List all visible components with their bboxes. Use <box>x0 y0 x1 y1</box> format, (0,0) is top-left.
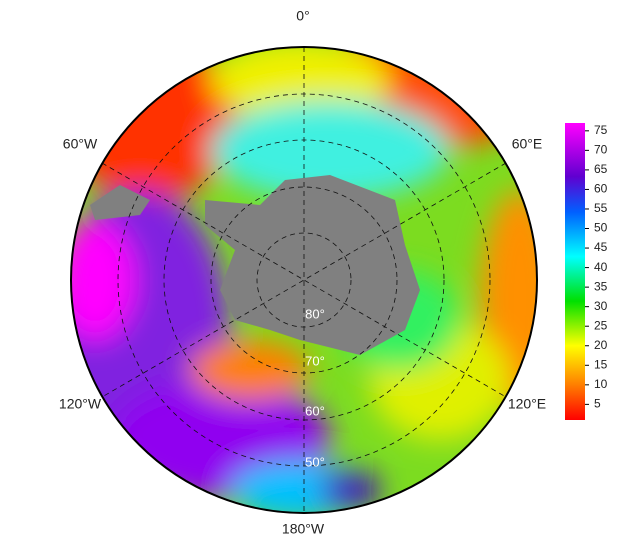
colorbar-label: 50 <box>594 221 608 235</box>
data-field <box>71 47 537 513</box>
map-border <box>70 46 538 514</box>
longitude-label: 0° <box>296 8 309 24</box>
colorbar-label: 25 <box>594 318 608 332</box>
colorbar-label: 10 <box>594 377 608 391</box>
colorbar-label: 70 <box>594 143 608 157</box>
graticule <box>101 47 507 513</box>
longitude-label: 120°W <box>59 396 102 412</box>
colorbar-label: 45 <box>594 240 608 254</box>
longitude-label: 60°W <box>63 136 98 152</box>
colorbar-label: 65 <box>594 162 608 176</box>
latitude-label: 60° <box>305 403 325 418</box>
latitude-label: 80° <box>305 306 325 321</box>
colorbar-label: 15 <box>594 357 608 371</box>
colorbar-label: 35 <box>594 279 608 293</box>
colorbar-label: 55 <box>594 201 608 215</box>
colorbar <box>565 123 585 420</box>
longitude-label: 180°W <box>282 521 325 537</box>
longitude-label: 120°E <box>508 396 546 412</box>
colorbar-label: 40 <box>594 260 608 274</box>
latitude-label: 70° <box>305 353 325 368</box>
colorbar-label: 60 <box>594 182 608 196</box>
latitude-label: 50° <box>305 454 325 469</box>
south-america <box>90 185 150 220</box>
longitude-label: 60°E <box>512 136 543 152</box>
colorbar-label: 5 <box>594 397 601 411</box>
antarctica <box>205 175 420 355</box>
colorbar-label: 20 <box>594 338 608 352</box>
colorbar-label: 30 <box>594 299 608 313</box>
colorbar-label: 75 <box>594 123 608 137</box>
